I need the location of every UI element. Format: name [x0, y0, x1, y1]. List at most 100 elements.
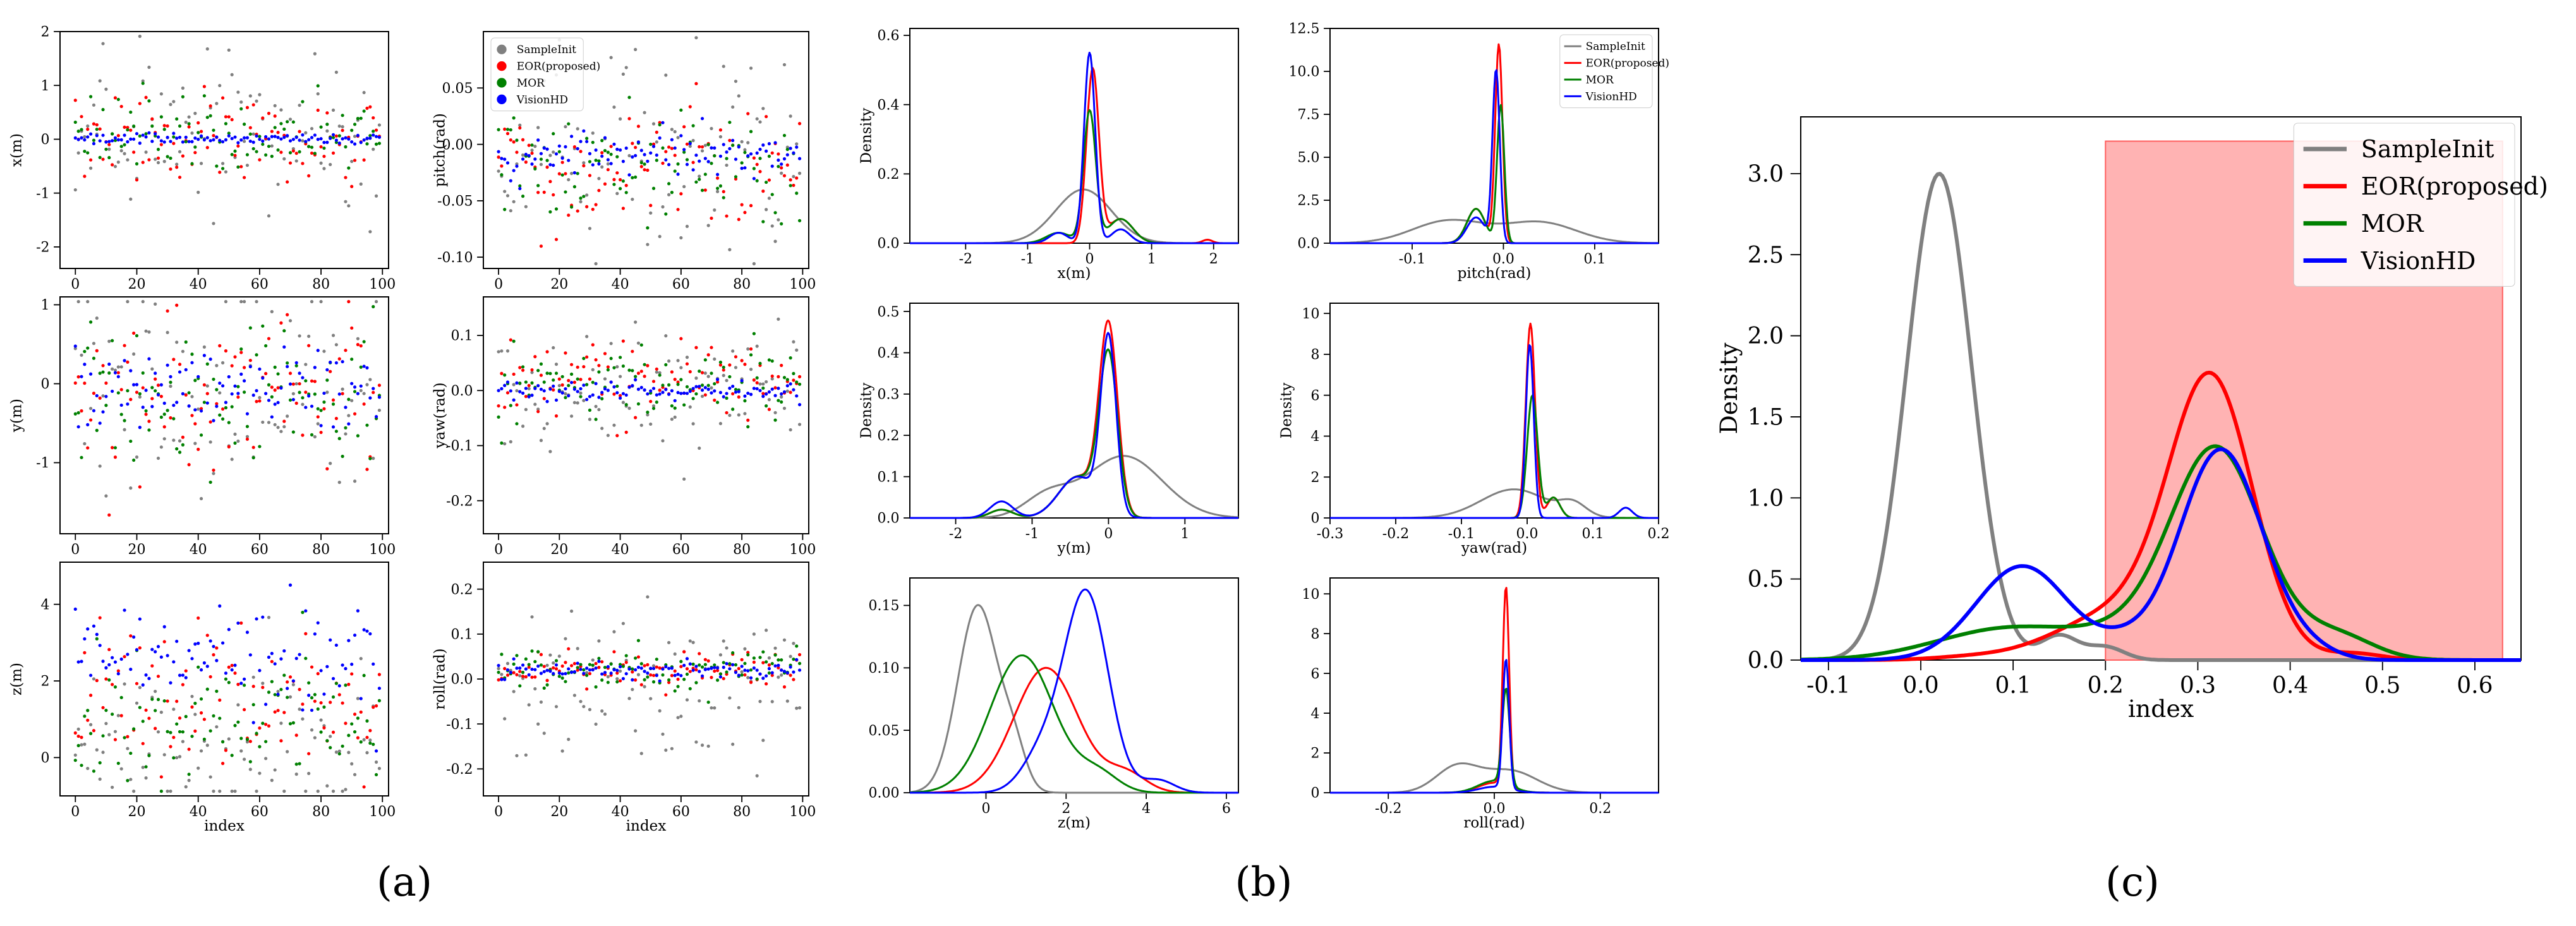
- scatter-point: [527, 387, 531, 390]
- scatter-point: [603, 712, 607, 716]
- scatter-point: [187, 122, 191, 126]
- scatter-point: [175, 136, 179, 140]
- scatter-point: [651, 666, 656, 670]
- scatter-point: [197, 375, 200, 378]
- scatter-point: [341, 744, 344, 748]
- scatter-point: [646, 364, 650, 368]
- scatter-point: [319, 409, 323, 412]
- scatter-point: [512, 662, 516, 666]
- scatter-point: [746, 653, 750, 657]
- scatter-point: [199, 134, 203, 138]
- scatter-point: [649, 389, 653, 393]
- scatter-point: [579, 196, 583, 200]
- scatter-point: [515, 164, 519, 168]
- scatter-point: [245, 740, 250, 744]
- scatter-point: [594, 203, 598, 207]
- scatter-point: [585, 355, 589, 359]
- scatter-point: [181, 349, 184, 353]
- chart-b_yaw: -0.3 -0.2 -0.1 0.0 0.1 0.20246810yaw(rad)Dens…: [1278, 303, 1670, 556]
- scatter-point: [199, 409, 203, 413]
- scatter-point: [116, 672, 120, 676]
- scatter-point: [255, 99, 258, 103]
- scatter-point: [621, 400, 626, 404]
- scatter-point: [685, 362, 689, 366]
- scatter-point: [497, 169, 500, 173]
- scatter-point: [688, 687, 692, 690]
- scatter-point: [224, 749, 228, 752]
- scatter-point: [307, 334, 311, 339]
- scatter-point: [618, 177, 622, 182]
- y-tick-label: 0: [1311, 786, 1320, 802]
- scatter-point: [261, 142, 265, 147]
- scatter-point: [147, 676, 151, 680]
- scatter-point: [251, 147, 255, 151]
- scatter-point: [184, 714, 188, 718]
- scatter-point: [560, 664, 564, 668]
- series-line-visionhd: [1330, 69, 1659, 244]
- scatter-point: [655, 130, 658, 134]
- scatter-point: [135, 162, 139, 165]
- scatter-point: [579, 140, 583, 143]
- scatter-point: [789, 665, 792, 669]
- scatter-point: [313, 366, 317, 370]
- scatter-point: [362, 364, 366, 368]
- scatter-point: [664, 212, 668, 216]
- scatter-point: [545, 371, 549, 375]
- plot-frame: [909, 28, 1239, 244]
- y-tick-label: 0.3: [878, 387, 900, 403]
- scatter-point: [688, 144, 692, 148]
- scatter-point: [591, 368, 595, 371]
- scatter-point: [301, 610, 305, 615]
- y-tick-label: 0.10: [869, 661, 900, 676]
- scatter-point: [190, 694, 194, 699]
- x-tick-label: 80: [312, 804, 330, 820]
- scatter-point: [649, 666, 653, 670]
- scatter-point: [236, 165, 240, 169]
- scatter-point: [316, 407, 320, 411]
- scatter-point: [264, 740, 268, 743]
- scatter-point: [337, 436, 341, 440]
- scatter-point: [643, 670, 646, 673]
- scatter-point: [73, 344, 77, 348]
- scatter-point: [746, 425, 750, 429]
- scatter-point: [545, 678, 549, 682]
- scatter-point: [353, 142, 357, 146]
- scatter-point: [703, 668, 707, 671]
- scatter-point: [154, 371, 157, 375]
- scatter-point: [564, 680, 567, 683]
- chart-c: -0.1 0.0 0.1 0.2 0.3 0.4 0.5 0.60.00.51.01.52.0…: [1715, 116, 2548, 723]
- scatter-point: [621, 207, 626, 210]
- scatter-point: [126, 140, 130, 144]
- scatter-point: [631, 141, 634, 145]
- scatter-point: [334, 750, 338, 754]
- scatter-point: [248, 126, 252, 129]
- scatter-point: [270, 310, 274, 313]
- scatter-point: [785, 378, 789, 382]
- scatter-point: [572, 661, 576, 666]
- scatter-point: [585, 136, 589, 140]
- scatter-point: [588, 418, 592, 421]
- scatter-point: [261, 116, 265, 120]
- scatter-point: [221, 96, 225, 100]
- scatter-point: [564, 387, 567, 391]
- scatter-point: [313, 52, 317, 56]
- scatter-point: [344, 721, 348, 725]
- y-tick-label: 0.1: [878, 469, 900, 485]
- scatter-point: [261, 139, 265, 143]
- scatter-point: [230, 790, 234, 793]
- scatter-point: [264, 757, 268, 761]
- scatter-point: [107, 339, 111, 343]
- scatter-point: [710, 371, 713, 375]
- scatter-point: [212, 134, 215, 138]
- scatter-point: [755, 387, 759, 391]
- scatter-point: [639, 385, 643, 390]
- scatter-point: [552, 671, 555, 675]
- scatter-point: [374, 704, 378, 708]
- scatter-point: [795, 394, 799, 398]
- scatter-point: [761, 738, 765, 742]
- y-tick-label: -0.05: [437, 194, 473, 210]
- x-tick-label: 20: [550, 804, 568, 820]
- scatter-point: [172, 417, 176, 421]
- scatter-point: [655, 370, 658, 374]
- scatter-point: [159, 655, 163, 659]
